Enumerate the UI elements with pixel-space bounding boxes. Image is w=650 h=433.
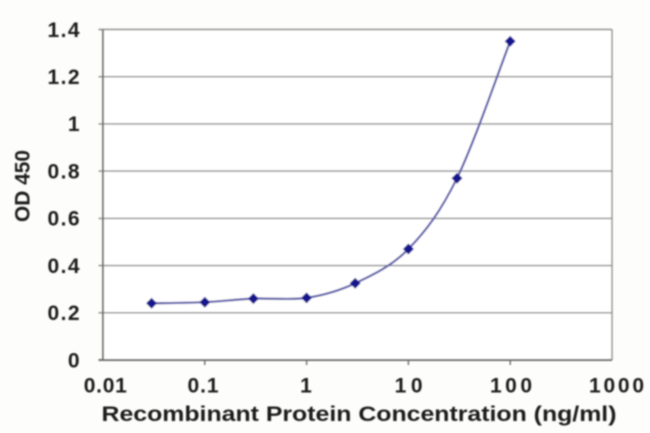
svg-text:100: 100 — [490, 375, 532, 398]
svg-text:0: 0 — [68, 349, 80, 372]
svg-text:0.8: 0.8 — [48, 160, 80, 183]
svg-text:0.01: 0.01 — [84, 375, 127, 398]
svg-text:1.4: 1.4 — [48, 19, 80, 42]
svg-text:0.2: 0.2 — [48, 302, 80, 325]
svg-text:1.2: 1.2 — [48, 66, 80, 89]
svg-text:1: 1 — [68, 113, 80, 136]
svg-text:1: 1 — [300, 375, 312, 398]
svg-text:Recombinant Protein Concentrat: Recombinant Protein Concentration (ng/ml… — [102, 403, 617, 426]
svg-text:0.4: 0.4 — [48, 255, 80, 278]
svg-text:0.6: 0.6 — [48, 208, 80, 231]
svg-text:0.1: 0.1 — [188, 375, 219, 398]
svg-text:OD 450: OD 450 — [12, 150, 35, 222]
